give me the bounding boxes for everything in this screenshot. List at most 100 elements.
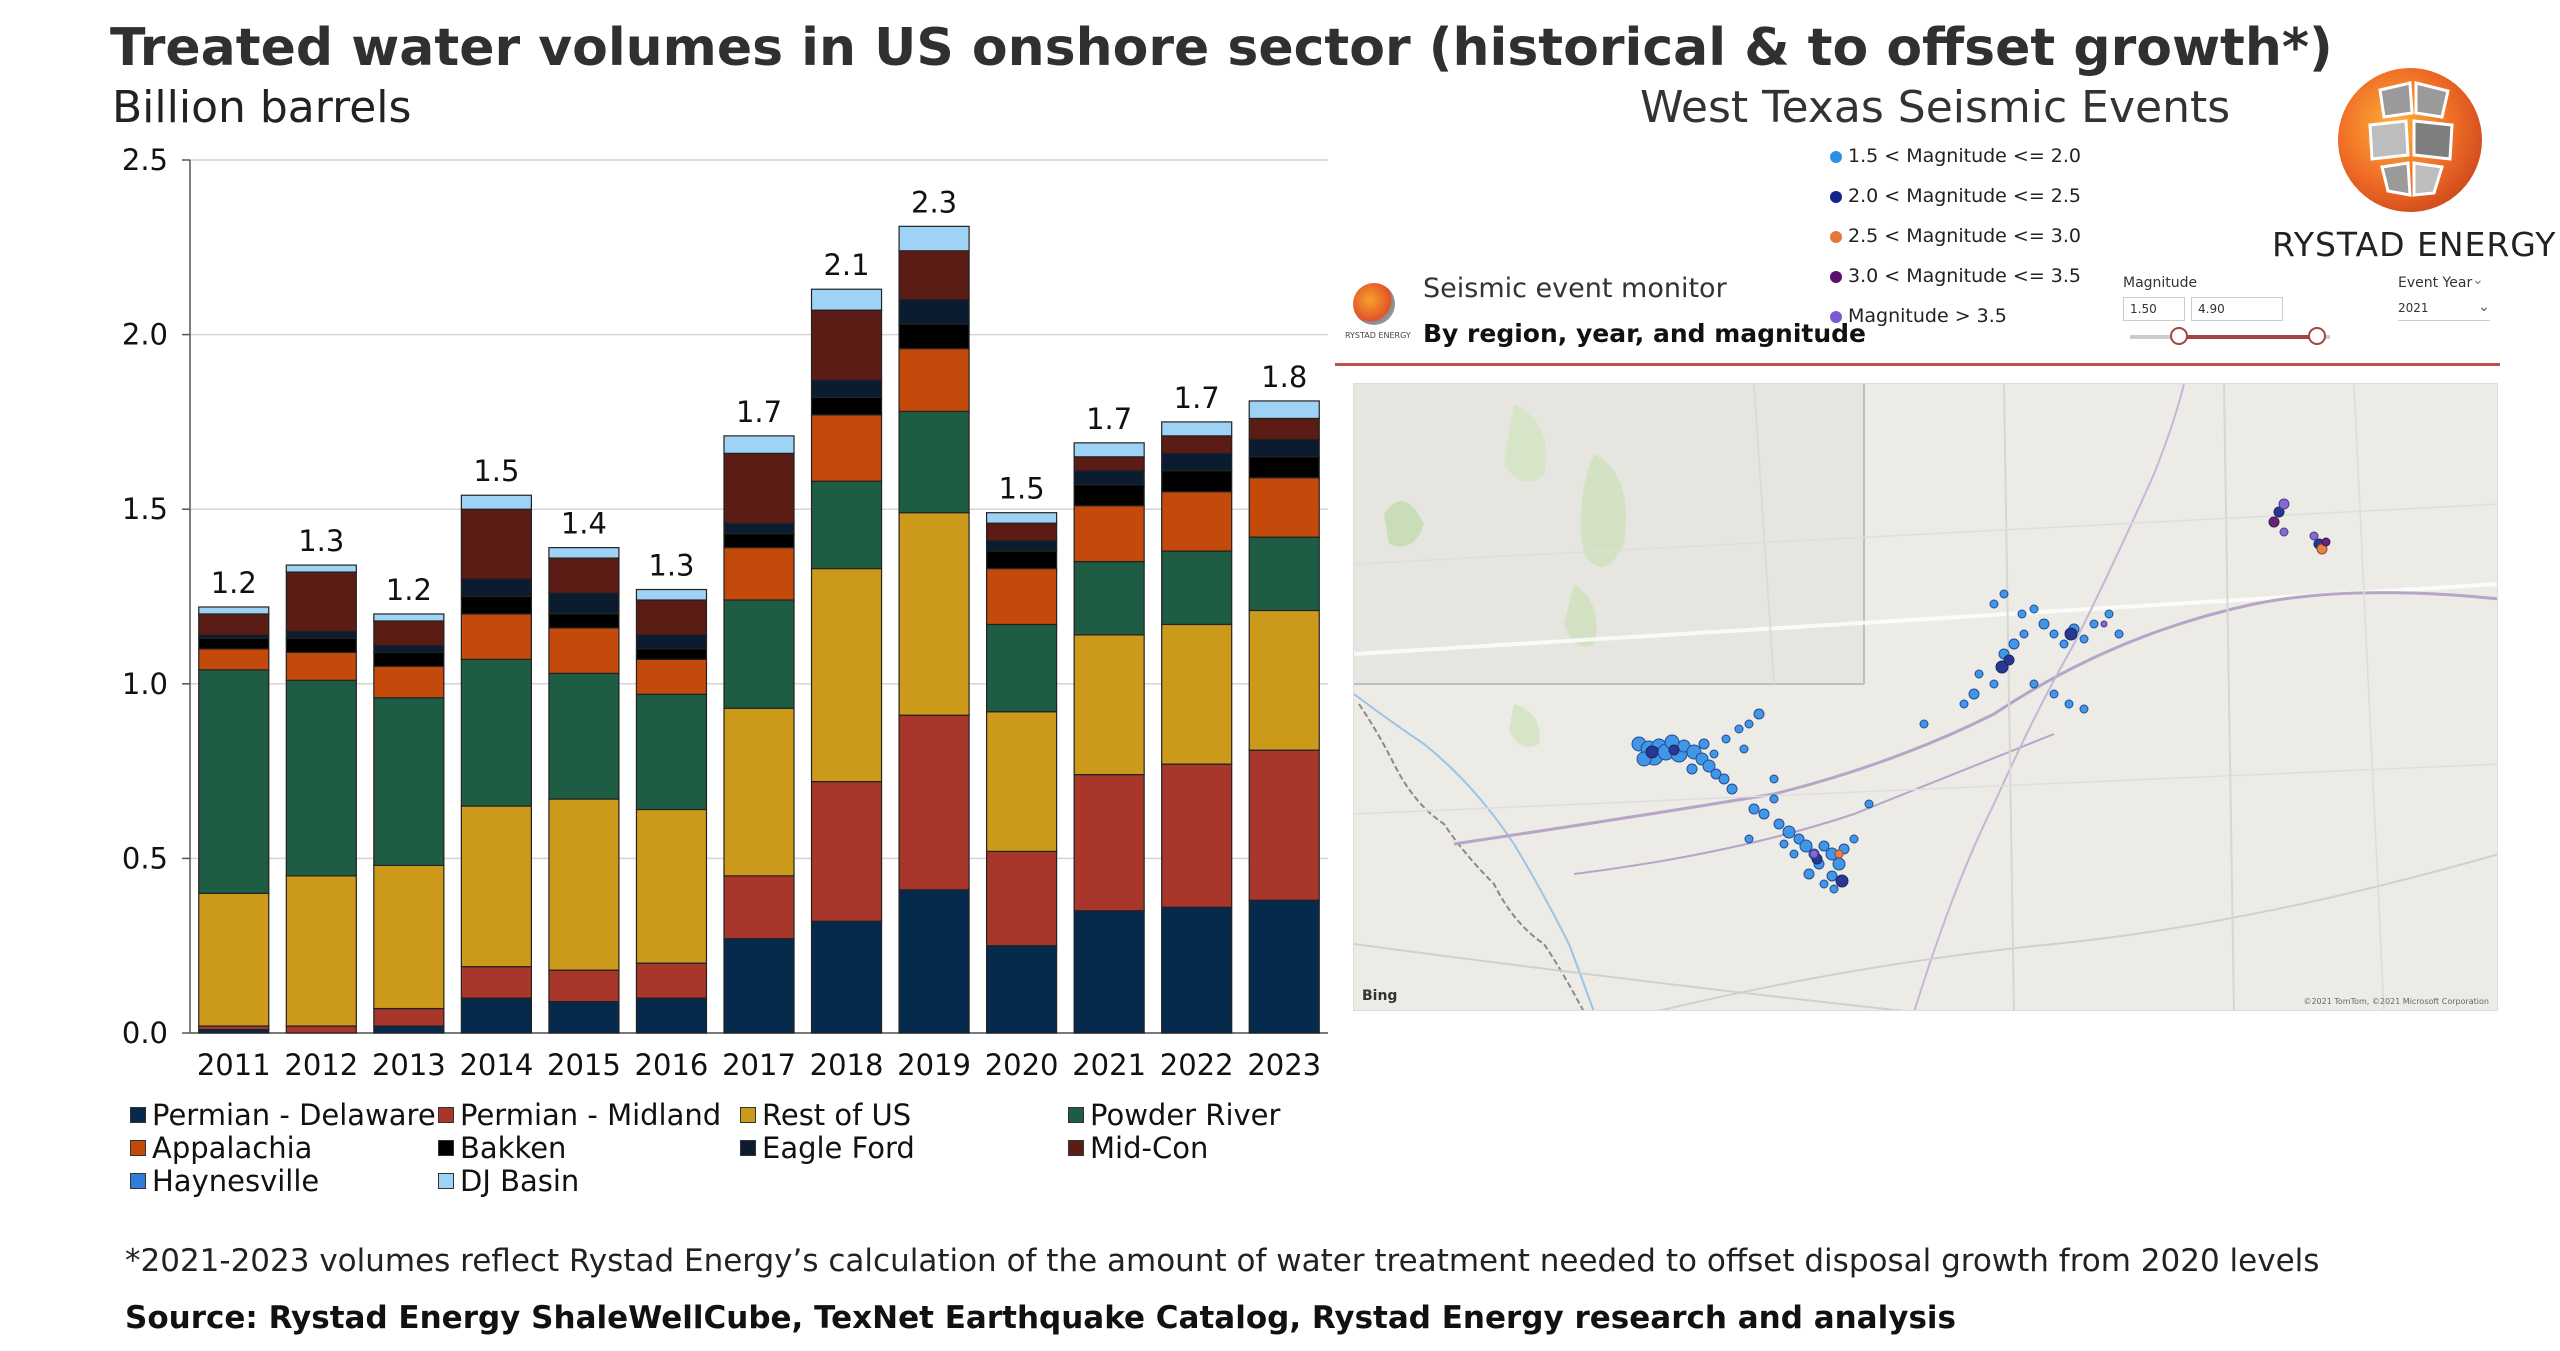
legend-swatch (130, 1107, 146, 1123)
bar-segment (548, 969, 620, 1003)
legend-label: Permian - Midland (460, 1098, 722, 1132)
event-year-select[interactable]: 2021 (2398, 297, 2490, 321)
magnitude-min-input[interactable]: 1.50 (2123, 297, 2185, 321)
bar-segment (1161, 452, 1233, 472)
legend-label: Permian - Delaware (152, 1098, 436, 1132)
bar-segment (548, 1000, 620, 1034)
y-tick-label: 1.5 (122, 492, 168, 526)
bar-total-label: 1.5 (999, 472, 1045, 506)
bar-segment (635, 588, 708, 601)
bar-segment (810, 288, 883, 311)
seismic-panel: 1.5 < Magnitude <= 2.0 2.0 < Magnitude <=… (1335, 135, 2500, 1030)
bar-total-label: 1.2 (386, 573, 432, 607)
bar-total-label: 1.2 (211, 566, 257, 600)
rystad-logo-icon (2338, 68, 2482, 212)
legend-swatch (438, 1173, 454, 1189)
bar-segment (810, 379, 883, 399)
bar-segment (1248, 438, 1320, 458)
bar-segment (548, 592, 620, 615)
bar-segment (898, 889, 970, 1034)
bar-total-label: 1.7 (736, 395, 782, 429)
bar-segment (1248, 536, 1320, 612)
bar-segment (635, 658, 708, 695)
bar-segment (635, 599, 708, 636)
bar-segment (1073, 470, 1145, 486)
bar-segment (985, 623, 1058, 713)
bar-segment (285, 637, 357, 653)
bar-total-label: 1.3 (298, 524, 344, 558)
page-title: Treated water volumes in US onshore sect… (110, 18, 2333, 78)
bar-total-label: 1.4 (561, 507, 607, 541)
panel-logo-icon (1353, 283, 1395, 325)
chart-unit-label: Billion barrels (112, 82, 412, 133)
bar-segment (985, 567, 1058, 626)
legend-label: Appalachia (152, 1131, 313, 1165)
bar-segment (810, 920, 883, 1034)
bar-segment (985, 711, 1058, 853)
bar-segment (460, 658, 533, 807)
magnitude-slider-min-handle[interactable] (2170, 327, 2188, 345)
event-year-label: Event Year (2398, 275, 2473, 291)
bar-segment (460, 997, 533, 1034)
bar-segment (635, 997, 708, 1034)
bar-segment (1073, 634, 1145, 776)
legend-label: Mid-Con (1090, 1131, 1209, 1165)
bar-total-label: 2.1 (823, 248, 869, 282)
magnitude-legend-label: 1.5 < Magnitude <= 2.0 (1848, 145, 2082, 167)
bar-segment (198, 669, 270, 894)
bar-segment (1073, 910, 1145, 1034)
magnitude-max-input[interactable]: 4.90 (2191, 297, 2283, 321)
magnitude-slider[interactable] (2130, 327, 2330, 345)
bar-segment (1248, 456, 1320, 479)
magnitude-slider-range (2178, 335, 2316, 339)
bar-segment (1161, 550, 1233, 626)
map-copyright: ©2021 TomTom, ©2021 Microsoft Corporatio… (2303, 997, 2489, 1006)
bar-segment (810, 309, 883, 381)
bar-segment (285, 875, 357, 1027)
bar-segment (373, 665, 445, 699)
bar-segment (198, 613, 270, 636)
panel-logo-text: RYSTAD ENERGY (1345, 331, 1411, 340)
bar-total-label: 2.3 (911, 185, 957, 219)
bar-segment (373, 644, 445, 653)
magnitude-legend-label: 2.0 < Magnitude <= 2.5 (1848, 185, 2082, 207)
bar-segment (723, 599, 795, 709)
bar-segment (198, 606, 270, 615)
bar-segment (1073, 442, 1145, 458)
magnitude-legend-label: 2.5 < Magnitude <= 3.0 (1848, 225, 2082, 247)
bar-segment (198, 892, 270, 1027)
bar-segment (548, 798, 620, 971)
bar-segment (635, 693, 708, 811)
bar-segment (723, 875, 795, 940)
seismic-map[interactable]: Bing ©2021 TomTom, ©2021 Microsoft Corpo… (1353, 383, 2498, 1011)
bar-segment (1161, 491, 1233, 552)
bar-segment (548, 672, 620, 800)
bar-segment (898, 347, 970, 413)
bar-segment (285, 1025, 357, 1034)
monitor-title: Seismic event monitor (1423, 273, 1727, 304)
bar-segment (460, 578, 533, 598)
magnitude-legend-label: Magnitude > 3.5 (1848, 305, 2007, 327)
bar-segment (285, 571, 357, 633)
bar-segment (723, 547, 795, 601)
bar-segment (548, 547, 620, 559)
chevron-down-icon[interactable]: ⌄ (2478, 299, 2490, 315)
bar-segment (1248, 477, 1320, 538)
legend-swatch (438, 1140, 454, 1156)
bar-segment (810, 780, 883, 922)
magnitude-slider-max-handle[interactable] (2308, 327, 2326, 345)
chevron-down-icon[interactable]: ⌄ (2472, 272, 2484, 288)
x-tick-label: 2011 (197, 1048, 271, 1082)
x-tick-label: 2012 (284, 1048, 358, 1082)
bar-segment (898, 714, 970, 891)
x-tick-label: 2022 (1160, 1048, 1234, 1082)
bar-segment (985, 540, 1058, 552)
bar-segment (1161, 906, 1233, 1034)
x-tick-label: 2016 (635, 1048, 709, 1082)
magnitude-filter-label: Magnitude (2123, 275, 2198, 291)
legend-swatch (740, 1107, 756, 1123)
y-tick-label: 1.0 (122, 667, 168, 701)
bar-total-label: 1.7 (1174, 381, 1220, 415)
x-tick-label: 2015 (547, 1048, 621, 1082)
bar-segment (460, 966, 533, 999)
